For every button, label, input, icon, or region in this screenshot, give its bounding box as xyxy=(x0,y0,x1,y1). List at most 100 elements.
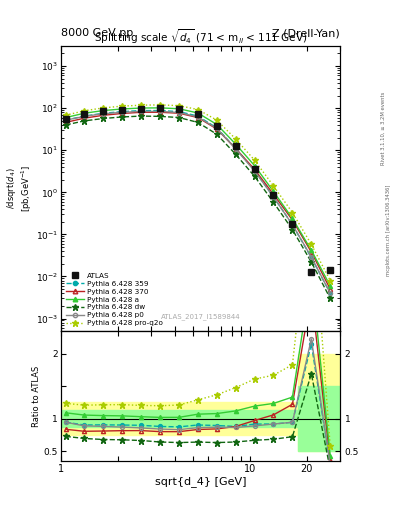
Pythia 6.428 p0 xyxy=(252,168,257,174)
Pythia 6.428 a xyxy=(233,141,238,147)
Pythia 6.428 p0 xyxy=(158,109,162,115)
ATLAS xyxy=(252,166,257,172)
Pythia 6.428 p0 xyxy=(63,117,68,123)
Pythia 6.428 370 xyxy=(139,109,143,115)
Text: 8000 GeV pp: 8000 GeV pp xyxy=(61,28,133,38)
Line: Pythia 6.428 pro-q2o: Pythia 6.428 pro-q2o xyxy=(62,102,333,284)
Pythia 6.428 pro-q2o xyxy=(233,136,238,142)
Pythia 6.428 pro-q2o xyxy=(120,103,125,109)
Pythia 6.428 a xyxy=(215,121,219,127)
Pythia 6.428 pro-q2o xyxy=(82,108,87,114)
Pythia 6.428 a xyxy=(158,105,162,111)
Pythia 6.428 370 xyxy=(196,115,200,121)
Pythia 6.428 a xyxy=(101,108,106,114)
Pythia 6.428 pro-q2o xyxy=(101,105,106,111)
Pythia 6.428 359 xyxy=(309,254,314,261)
Bar xyxy=(298,386,340,451)
Pythia 6.428 dw xyxy=(252,173,257,179)
Pythia 6.428 dw xyxy=(63,122,68,128)
ATLAS xyxy=(290,221,295,227)
Pythia 6.428 a xyxy=(196,110,200,116)
Pythia 6.428 dw xyxy=(82,118,87,124)
Pythia 6.428 pro-q2o xyxy=(309,241,314,247)
Text: Rivet 3.1.10, ≥ 3.2M events: Rivet 3.1.10, ≥ 3.2M events xyxy=(381,91,386,165)
Pythia 6.428 dw xyxy=(177,115,182,121)
Pythia 6.428 359 xyxy=(290,222,295,228)
ATLAS xyxy=(215,123,219,129)
Pythia 6.428 359 xyxy=(158,108,162,114)
Bar xyxy=(61,402,298,435)
Pythia 6.428 370 xyxy=(82,115,87,121)
Legend: ATLAS, Pythia 6.428 359, Pythia 6.428 370, Pythia 6.428 a, Pythia 6.428 dw, Pyth: ATLAS, Pythia 6.428 359, Pythia 6.428 37… xyxy=(64,271,164,328)
ATLAS xyxy=(101,109,106,115)
Pythia 6.428 359 xyxy=(177,109,182,115)
Pythia 6.428 a xyxy=(63,115,68,121)
ATLAS xyxy=(120,106,125,113)
Pythia 6.428 359 xyxy=(271,194,276,200)
Pythia 6.428 pro-q2o xyxy=(158,102,162,108)
Pythia 6.428 p0 xyxy=(215,125,219,132)
Bar xyxy=(61,410,298,427)
ATLAS xyxy=(82,111,87,117)
Pythia 6.428 pro-q2o xyxy=(196,106,200,113)
ATLAS xyxy=(271,192,276,198)
Pythia 6.428 370 xyxy=(233,145,238,152)
Line: Pythia 6.428 370: Pythia 6.428 370 xyxy=(64,110,332,291)
Pythia 6.428 dw xyxy=(101,115,106,121)
Pythia 6.428 359 xyxy=(120,109,125,115)
Pythia 6.428 a xyxy=(177,105,182,112)
Text: Z (Drell-Yan): Z (Drell-Yan) xyxy=(272,28,340,38)
Pythia 6.428 a xyxy=(309,247,314,253)
Pythia 6.428 370 xyxy=(101,112,106,118)
Pythia 6.428 dw xyxy=(196,119,200,125)
ATLAS xyxy=(139,105,143,112)
Pythia 6.428 370 xyxy=(309,249,314,255)
Pythia 6.428 359 xyxy=(82,113,87,119)
ATLAS xyxy=(196,111,200,117)
Pythia 6.428 dw xyxy=(271,199,276,205)
Pythia 6.428 pro-q2o xyxy=(271,183,276,189)
Title: Splitting scale $\sqrt{d_4}$ (71 < m$_{ll}$ < 111 GeV): Splitting scale $\sqrt{d_4}$ (71 < m$_{l… xyxy=(94,27,307,46)
Line: ATLAS: ATLAS xyxy=(63,105,333,274)
ATLAS xyxy=(328,267,332,273)
Pythia 6.428 p0 xyxy=(177,110,182,116)
Pythia 6.428 p0 xyxy=(196,114,200,120)
Pythia 6.428 359 xyxy=(101,110,106,116)
Y-axis label: d$\sigma$
/dsqrt($d_4$)
[pb,GeV$^{-1}$]: d$\sigma$ /dsqrt($d_4$) [pb,GeV$^{-1}$] xyxy=(0,165,35,212)
Pythia 6.428 dw xyxy=(139,113,143,119)
Y-axis label: Ratio to ATLAS: Ratio to ATLAS xyxy=(32,366,41,426)
Pythia 6.428 370 xyxy=(177,110,182,116)
Pythia 6.428 a xyxy=(252,163,257,169)
Pythia 6.428 dw xyxy=(290,226,295,232)
ATLAS xyxy=(177,106,182,112)
Pythia 6.428 370 xyxy=(63,119,68,125)
Pythia 6.428 a xyxy=(271,188,276,195)
Pythia 6.428 370 xyxy=(271,191,276,197)
Bar xyxy=(298,354,340,451)
Pythia 6.428 pro-q2o xyxy=(328,278,332,284)
Pythia 6.428 359 xyxy=(215,125,219,131)
Text: ATLAS_2017_I1589844: ATLAS_2017_I1589844 xyxy=(161,313,240,320)
Pythia 6.428 359 xyxy=(328,290,332,296)
Pythia 6.428 dw xyxy=(328,295,332,302)
Line: Pythia 6.428 dw: Pythia 6.428 dw xyxy=(62,113,333,302)
Pythia 6.428 359 xyxy=(139,108,143,114)
Pythia 6.428 dw xyxy=(215,131,219,137)
ATLAS xyxy=(309,269,314,275)
Pythia 6.428 370 xyxy=(328,286,332,292)
Text: mcplots.cern.ch [arXiv:1306.3436]: mcplots.cern.ch [arXiv:1306.3436] xyxy=(386,185,391,276)
X-axis label: sqrt{d_4} [GeV]: sqrt{d_4} [GeV] xyxy=(155,476,246,487)
Line: Pythia 6.428 p0: Pythia 6.428 p0 xyxy=(64,110,332,295)
Pythia 6.428 359 xyxy=(63,117,68,123)
Pythia 6.428 dw xyxy=(120,114,125,120)
Pythia 6.428 pro-q2o xyxy=(252,157,257,163)
Pythia 6.428 pro-q2o xyxy=(139,102,143,108)
Pythia 6.428 p0 xyxy=(139,109,143,115)
Pythia 6.428 370 xyxy=(215,126,219,132)
Pythia 6.428 359 xyxy=(196,113,200,119)
Pythia 6.428 a xyxy=(139,105,143,111)
Pythia 6.428 a xyxy=(82,110,87,116)
Pythia 6.428 p0 xyxy=(271,194,276,200)
Pythia 6.428 pro-q2o xyxy=(215,117,219,123)
Pythia 6.428 p0 xyxy=(233,146,238,152)
